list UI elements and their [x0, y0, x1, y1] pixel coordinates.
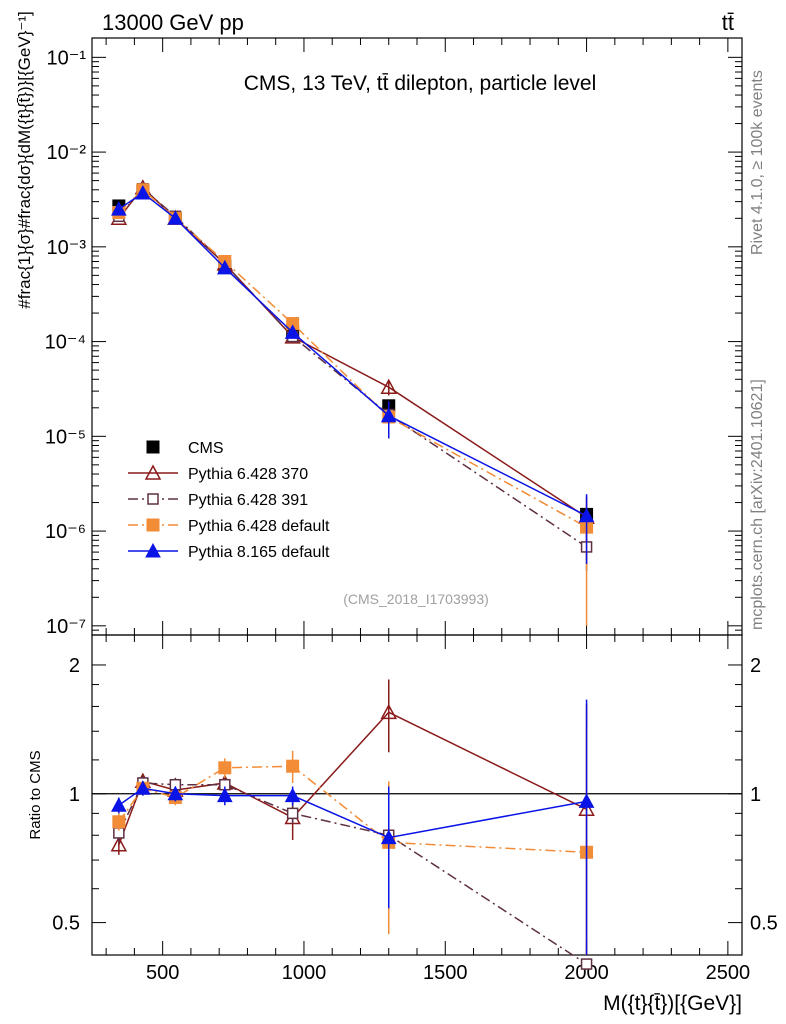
y-tick-label: 10⁻⁷ [46, 616, 86, 638]
ratio-point [578, 793, 595, 808]
ratio-line [118, 782, 587, 965]
header-process-label: tt̄ [722, 10, 734, 35]
x-tick-label: 1500 [423, 962, 468, 984]
data-point [380, 378, 397, 394]
data-point [167, 210, 184, 225]
legend-marker [147, 493, 159, 505]
legend-marker [146, 440, 160, 454]
rivet-version-text: Rivet 4.1.0, ≥ 100k events [749, 70, 766, 255]
series-pythia-6-428-370 [110, 179, 595, 560]
ratio-point [286, 759, 300, 773]
ratio-point [380, 703, 397, 720]
series-pythia-8-165-default [111, 184, 595, 564]
legend-label: Pythia 6.428 370 [188, 466, 308, 483]
legend-entry: Pythia 6.428 default [128, 518, 330, 535]
ratio-y-tick-label: 2 [69, 655, 80, 677]
ratio-series-pythia-8-165-default [111, 699, 595, 955]
analysis-watermark: (CMS_2018_I1703993) [343, 591, 489, 607]
ratio-y-tick-label: 0.5 [52, 913, 80, 935]
ratio-point [380, 829, 397, 845]
y-tick-label: 10⁻⁶ [45, 521, 86, 543]
x-tick-label: 1000 [282, 962, 327, 984]
legend-entry: CMS [146, 440, 224, 457]
data-point [216, 259, 233, 275]
y-tick-label: 10⁻¹ [47, 47, 87, 69]
main-panel: CMS, 13 TeV, tt̄ dilepton, particle leve… [15, 11, 743, 638]
ratio-point [216, 787, 233, 803]
ratio-panel: 500 1000 1500 2000 2500 0.5 0.5 1 1 2 2 Ratio to CM… [27, 634, 778, 1015]
y-tick-label: 10⁻⁵ [45, 426, 86, 448]
ratio-y-tick-label-right: 0.5 [750, 913, 778, 935]
data-point [380, 407, 397, 423]
data-point [135, 184, 151, 200]
legend: CMS Pythia 6.428 370 Pythia 6.428 391 Pythi… [128, 440, 330, 561]
header-collision-label: 13000 GeV pp [102, 10, 244, 35]
legend-marker [144, 464, 162, 480]
ratio-point [112, 815, 126, 829]
legend-marker [146, 518, 160, 532]
mcplots-reference-text: mcplots.cern.ch [arXiv:2401.10621] [749, 379, 766, 630]
ratio-line [118, 765, 587, 854]
legend-label: Pythia 6.428 default [188, 518, 330, 535]
chart-title: CMS, 13 TeV, tt̄ dilepton, particle leve… [244, 72, 597, 95]
ratio-point [580, 958, 593, 970]
series-pythia-6-428-391 [113, 183, 593, 571]
ratio-point [110, 836, 128, 852]
series-cms [112, 184, 594, 521]
ratio-point [111, 797, 127, 812]
ratio-y-tick-label-right: 1 [750, 784, 761, 806]
y-axis-label: #frac{1}{σ}#frac{dσ}{dM({t}{t̄})}[{GeV}⁻… [15, 11, 34, 308]
ratio-series-pythia-6-428-391 [113, 776, 593, 970]
ratio-point [167, 785, 184, 801]
data-point [111, 201, 127, 216]
ratio-line [118, 711, 587, 846]
ratio-point [135, 780, 151, 795]
series-pythia-6-428-default [112, 183, 594, 626]
ratio-y-tick-label: 1 [69, 784, 80, 806]
legend-entry: Pythia 6.428 370 [128, 464, 308, 483]
ratio-series-pythia-6-428-370 [110, 679, 595, 955]
legend-marker [145, 542, 161, 558]
x-axis-label: M({t}{t̄})[{GeV}] [603, 992, 742, 1015]
x-tick-label: 2500 [706, 962, 751, 984]
legend-label: Pythia 8.165 default [188, 544, 330, 561]
ratio-line [118, 787, 587, 839]
ratio-y-tick-label-right: 2 [750, 655, 761, 677]
ratio-point [286, 807, 299, 820]
y-tick-label: 10⁻² [47, 142, 87, 164]
y-tick-label: 10⁻⁴ [45, 332, 86, 354]
legend-entry: Pythia 8.165 default [128, 542, 330, 561]
legend-label: CMS [188, 440, 224, 457]
ratio-point [218, 761, 232, 775]
ratio-point [284, 787, 301, 803]
y-tick-label: 10⁻³ [47, 237, 87, 259]
ratio-y-axis-label: Ratio to CMS [27, 750, 44, 839]
legend-entry: Pythia 6.428 391 [128, 492, 308, 509]
data-point [578, 507, 595, 523]
data-point [284, 324, 301, 339]
x-tick-label: 500 [146, 962, 179, 984]
legend-label: Pythia 6.428 391 [188, 492, 308, 509]
x-tick-label: 2000 [564, 962, 609, 984]
